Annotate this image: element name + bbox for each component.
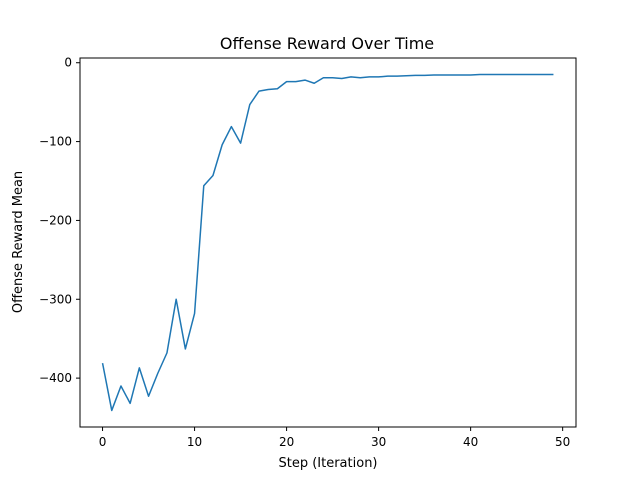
y-tick-label: −200 xyxy=(39,213,72,227)
y-tick-label: 0 xyxy=(64,56,72,70)
y-axis-label: Offense Reward Mean xyxy=(11,171,26,313)
y-tick-label: −300 xyxy=(39,292,72,306)
series-line xyxy=(101,73,554,412)
x-tick-label: 30 xyxy=(371,435,386,449)
x-axis-label: Step (Iteration) xyxy=(278,456,377,471)
x-tick-label: 20 xyxy=(279,435,294,449)
x-axis: 0 10 20 30 40 50 xyxy=(99,427,570,449)
plot-frame xyxy=(79,57,577,428)
y-tick-label: −100 xyxy=(39,135,72,149)
x-tick-label: 10 xyxy=(187,435,202,449)
y-axis: 0 −100 −200 −300 −400 xyxy=(39,56,80,385)
chart-title: Offense Reward Over Time xyxy=(220,34,434,53)
plot-area xyxy=(101,73,554,412)
x-tick-label: 50 xyxy=(555,435,570,449)
x-tick-label: 0 xyxy=(99,435,107,449)
x-tick-label: 40 xyxy=(463,435,478,449)
y-tick-label: −400 xyxy=(39,371,72,385)
